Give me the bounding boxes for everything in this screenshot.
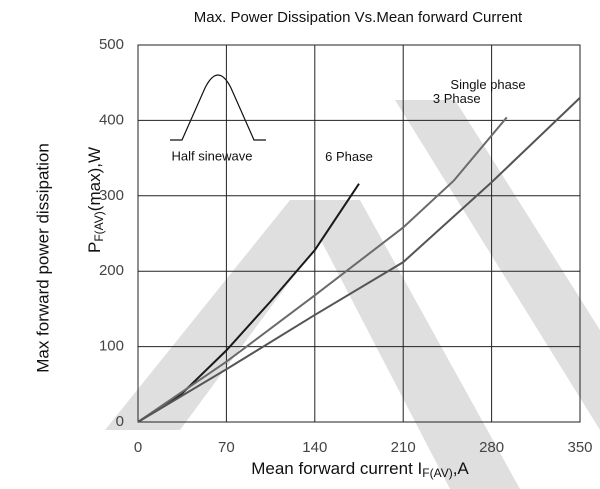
x-tick-label: 280 <box>479 439 504 456</box>
y-tick-label: 400 <box>99 111 124 128</box>
series-line <box>137 116 508 423</box>
series-label: 3 Phase <box>433 91 481 106</box>
inset-bg <box>155 60 273 172</box>
y-tick-label: 200 <box>99 262 124 279</box>
y-label-rest: (max),W <box>85 147 104 211</box>
chart-title: Max. Power Dissipation Vs.Mean forward C… <box>194 9 523 26</box>
x-label-sub: F(AV) <box>422 466 452 480</box>
series-line <box>137 97 581 423</box>
series-label: Single phase <box>450 77 525 92</box>
series-label: 6 Phase <box>325 149 373 164</box>
y-axis-label: PF(AV)(max),W <box>85 147 106 253</box>
series-line <box>137 183 360 423</box>
y-label-main: P <box>85 242 104 253</box>
x-label-rest: ,A <box>453 459 470 478</box>
x-tick-label: 350 <box>567 439 592 456</box>
x-axis-label: Mean forward current IF(AV),A <box>251 459 469 480</box>
half-sinewave-shape <box>170 74 266 141</box>
y-label-sub: F(AV) <box>92 211 106 241</box>
inset-label: Half sinewave <box>172 148 253 163</box>
x-tick-label: 210 <box>391 439 416 456</box>
watermark <box>105 100 600 489</box>
x-tick-label: 140 <box>302 439 327 456</box>
y-tick-label: 500 <box>99 36 124 53</box>
y-tick-label: 100 <box>99 338 124 355</box>
x-label-main: Mean forward current I <box>251 459 422 478</box>
inset: Half sinewave <box>155 60 273 172</box>
y-tick-label: 300 <box>99 187 124 204</box>
x-tick-label: 70 <box>218 439 235 456</box>
y-axis-outer-label: Max forward power dissipation <box>33 143 52 373</box>
x-tick-label: 0 <box>134 439 142 456</box>
y-tick-label: 0 <box>116 413 124 430</box>
